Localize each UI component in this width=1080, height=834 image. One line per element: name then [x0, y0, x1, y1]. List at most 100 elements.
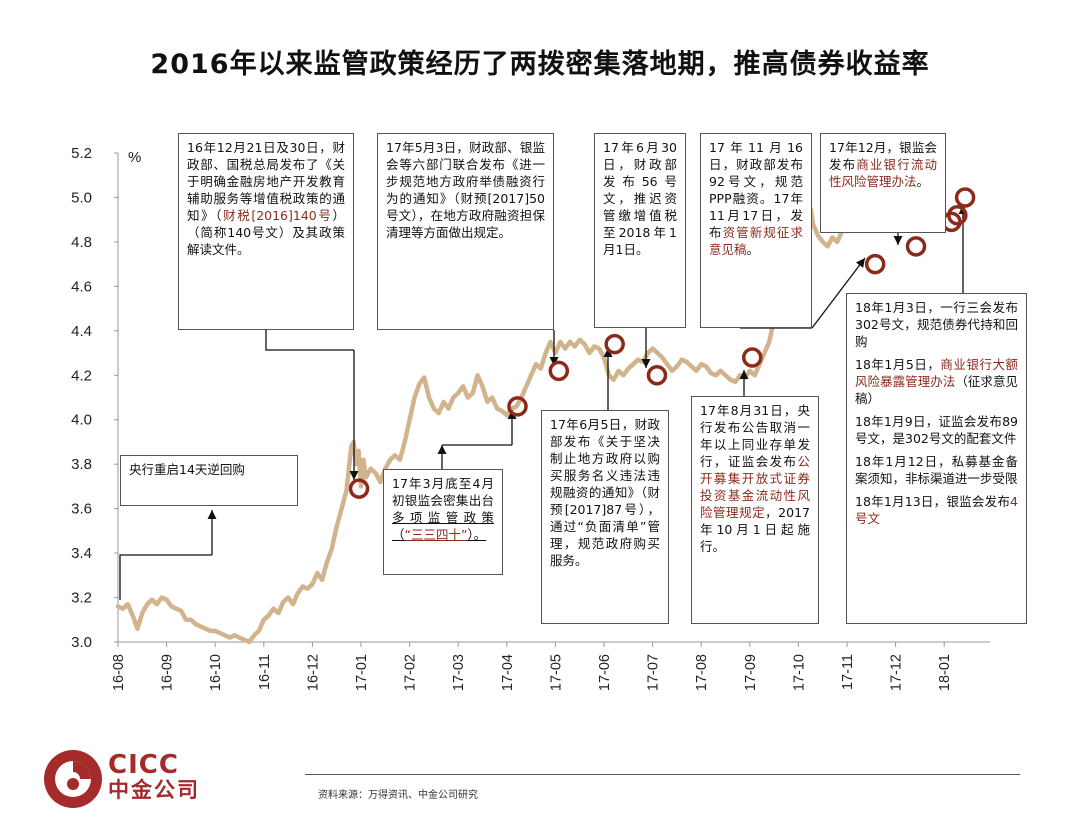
note-140-highlight: 财税[2016]140号 — [223, 208, 333, 223]
note-92-policy: 17年11月16日，财政部发布92号文，规范PPP融资。17年11月17日，发布… — [700, 133, 812, 328]
arrow-head — [207, 510, 217, 519]
note-2018-p2: 18年1月5日，商业银行大额风险暴露管理办法（征求意见稿） — [855, 356, 1018, 407]
note-2018-p5-highlight: 4号文 — [855, 494, 1018, 526]
note-56-policy: 17年6月30日，财政部发布56号文，推迟资管缴增值税至2018年1月1日。 — [594, 133, 686, 328]
y-axis-unit: % — [128, 149, 141, 166]
connector-arrow — [811, 257, 866, 329]
note-liquidity-policy: 17年12月，银监会发布商业银行流动性风险管理办法。 — [820, 133, 946, 233]
x-tick-label: 17-12 — [889, 654, 905, 691]
note-50-policy: 17年5月3日，财政部、银监会等六部门联合发布《进一步规范地方政府举债融资行为的… — [377, 133, 554, 330]
note-cbrc-policies: 17年3月底至4月初银监会密集出台多项监管政策 （“三三四十”）。 — [383, 469, 503, 575]
note-2018-p5-a: 18年1月13日，银监会发布 — [855, 494, 1011, 509]
y-tick-label: 5.0 — [71, 189, 92, 206]
y-tick-label: 3.8 — [71, 456, 92, 473]
y-tick-label: 3.4 — [71, 545, 92, 562]
note-interbank-highlight: 公开募集开放式证券投资基金流动性风险管理规定 — [700, 454, 810, 520]
x-tick-label: 18-01 — [937, 654, 953, 691]
event-marker — [348, 478, 370, 499]
event-marker — [646, 365, 668, 386]
x-tick-label: 17-01 — [354, 654, 370, 691]
note-2018-p3: 18年1月9日，证监会发布89号文，是302号文的配套文件 — [855, 414, 1018, 446]
note-interbank-text-a: 17年8月31日，央行发布公告取消一年以上同业存单发行，证监会发布 — [700, 403, 810, 469]
arrow-head — [855, 258, 865, 268]
x-tick-label: 17-05 — [548, 654, 564, 691]
event-marker — [507, 396, 528, 417]
x-tick-label: 17-09 — [743, 654, 759, 691]
x-tick-label: 17-04 — [500, 654, 516, 691]
logo-cn: 中金公司 — [108, 778, 200, 802]
note-2018-p2-b: （征求意见稿） — [855, 374, 1018, 406]
note-50-text: 17年5月3日，财政部、银监会等六部门联合发布《进一步规范地方政府举债融资行为的… — [386, 140, 545, 240]
connector-line — [119, 554, 212, 600]
x-tick-label: 17-07 — [646, 654, 662, 691]
x-tick-label: 16-11 — [257, 654, 273, 690]
source-note: 资料来源：万得资讯、中金公司研究 — [318, 790, 478, 801]
note-87-text: 17年6月5日，财政部发布《关于坚决制止地方政府以购买服务名义违法违规融资的通知… — [550, 417, 660, 568]
note-140-text: 16年12月21日及30日，财政部、国税总局发布了《关于明确金融房地产开发教育辅… — [187, 140, 345, 223]
x-tick-label: 17-11 — [840, 654, 856, 690]
yield-series-line — [115, 166, 903, 645]
x-tick-label: 17-08 — [694, 654, 710, 691]
y-tick-label: 5.2 — [71, 145, 92, 162]
arrow-head — [349, 471, 359, 480]
event-marker — [947, 204, 968, 226]
logo-en: CICC — [108, 750, 179, 780]
x-tick-label: 16-08 — [111, 654, 127, 691]
note-liquidity-highlight: 商业银行流动性风险管理办法 — [829, 157, 937, 189]
note-reverse-repo: 央行重启14天逆回购 — [120, 455, 298, 506]
note-92-highlight: 资管新规征求意见稿 — [709, 225, 803, 257]
note-liquidity-text-b: 。 — [916, 174, 930, 189]
arrow-head — [603, 348, 613, 357]
x-tick-label: 16-10 — [208, 654, 224, 691]
y-tick-label: 3.2 — [71, 590, 92, 607]
note-92-text-a: 17年11月16日，财政部发布92号文，规范PPP融资。17年11月17日，发布 — [709, 140, 803, 240]
arrow-head — [641, 359, 651, 368]
note-cbrc-highlight: “三三四十” — [404, 527, 468, 542]
note-2018-p2-a: 18年1月5日， — [855, 357, 941, 372]
x-tick-label: 17-02 — [403, 654, 419, 691]
note-140-tail: ）（简称140号文）及其政策解读文件。 — [187, 208, 345, 257]
note-cbrc-text-a: 17年3月底至4月初银监会密集出台 — [392, 476, 494, 508]
y-tick-label: 4.4 — [71, 323, 92, 340]
note-reverse-repo-text: 央行重启14天逆回购 — [129, 462, 245, 477]
chart-title: 2016年以来监管政策经历了两拨密集落地期，推高债券收益率 — [150, 49, 930, 80]
x-tick-label: 17-10 — [791, 654, 807, 691]
event-marker — [741, 347, 763, 368]
arrow-head — [549, 357, 559, 366]
note-2018-p5: 18年1月13日，银监会发布4号文 — [855, 493, 1018, 527]
arrow-head — [739, 370, 749, 379]
source-divider — [305, 774, 1020, 775]
connector-line — [265, 330, 354, 351]
x-tick-label: 16-09 — [160, 654, 176, 691]
note-2018-p2-highlight: 商业银行大额风险暴露管理办法 — [855, 357, 1018, 389]
y-tick-label: 3.6 — [71, 501, 92, 518]
y-tick-label: 4.6 — [71, 278, 92, 295]
note-92-text-b: 。 — [746, 242, 760, 257]
cicc-logo-text: CICC 中金公司 — [108, 752, 200, 802]
note-cbrc-paren-close: ）。 — [467, 527, 487, 542]
event-marker — [954, 187, 976, 208]
arrow-head — [893, 236, 903, 245]
event-marker — [548, 360, 570, 382]
y-tick-label: 4.0 — [71, 412, 92, 429]
note-2018-p4: 18年1月12日，私募基金备案须知，非标渠道进一步受限 — [855, 454, 1018, 486]
x-tick-label: 17-06 — [597, 654, 613, 691]
note-2018-p1: 18年1月3日，一行三会发布302号文，规范债券代持和回购 — [855, 300, 1018, 349]
note-2018-policies: 18年1月3日，一行三会发布302号文，规范债券代持和回购 18年1月5日，商业… — [846, 293, 1027, 624]
note-interbank-text-b: ，2017年10月1日起施行。 — [700, 505, 810, 554]
y-tick-label: 4.8 — [71, 234, 92, 251]
note-liquidity-text-a: 17年12月，银监会发布 — [829, 140, 937, 172]
x-tick-label: 16-12 — [305, 654, 321, 691]
cicc-logo-icon — [44, 750, 102, 808]
y-tick-label: 4.2 — [71, 367, 92, 384]
y-tick-label: 3.0 — [71, 634, 92, 651]
arrow-head — [437, 445, 447, 454]
event-marker — [864, 253, 886, 275]
note-87-policy: 17年6月5日，财政部发布《关于坚决制止地方政府以购买服务名义违法违规融资的通知… — [541, 410, 669, 624]
note-cbrc-underlined: 多项监管政策 — [392, 510, 494, 525]
note-56-text: 17年6月30日，财政部发布56号文，推迟资管缴增值税至2018年1月1日。 — [603, 140, 677, 257]
event-marker — [604, 333, 625, 355]
note-140-policy: 16年12月21日及30日，财政部、国税总局发布了《关于明确金融房地产开发教育辅… — [178, 133, 354, 330]
x-tick-label: 17-03 — [451, 654, 467, 691]
